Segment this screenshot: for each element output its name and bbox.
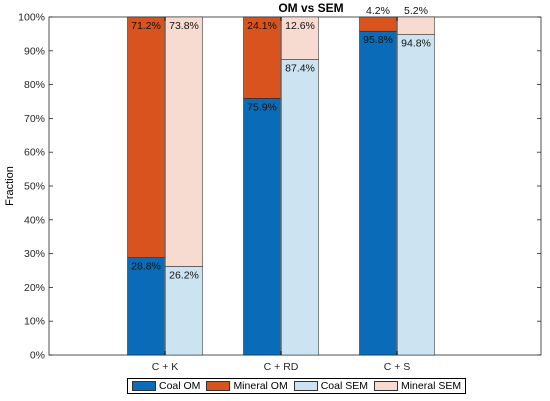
bar-coal-sem (397, 34, 435, 356)
data-label: 4.2% (366, 5, 390, 17)
bar-mineral-om (127, 16, 165, 258)
y-tick-label: 70% (24, 113, 45, 125)
legend-item-mineral-sem: Mineral SEM (373, 380, 462, 392)
y-tick-label: 60% (24, 147, 45, 159)
y-tick-label: 100% (18, 12, 45, 24)
data-label: 24.1% (247, 20, 277, 32)
y-tick-label: 50% (24, 181, 45, 193)
data-label: 5.2% (404, 5, 428, 17)
legend-swatch (206, 381, 231, 391)
x-tick-label: C + RD (264, 361, 299, 373)
legend-label: Mineral OM (233, 380, 288, 392)
legend-item-coal-om: Coal OM (132, 380, 200, 392)
data-label: 87.4% (285, 63, 315, 75)
legend-item-mineral-om: Mineral OM (206, 380, 288, 392)
y-axis-label: Fraction (4, 166, 16, 206)
legend-label: Coal SEM (320, 380, 368, 392)
data-label: 12.6% (285, 20, 315, 32)
y-tick-label: 40% (24, 214, 45, 226)
legend-label: Coal OM (159, 380, 201, 392)
y-tick-label: 10% (24, 316, 45, 328)
legend-swatch (132, 381, 156, 391)
chart-title: OM vs SEM (278, 1, 343, 15)
bar-mineral-sem (281, 16, 319, 60)
data-label: 94.8% (401, 38, 431, 50)
y-tick-label: 80% (24, 79, 45, 91)
data-label: 26.2% (169, 269, 199, 281)
legend-swatch (293, 381, 318, 391)
plot-area: 0% 10% 20% 30% 40% 50% 60% 70% 80% 90% 100% C + K C … (18, 5, 542, 373)
y-tick-label: 90% (24, 45, 45, 57)
bar-mineral-om (243, 16, 281, 99)
bar-coal-om (359, 30, 397, 356)
bar-mineral-sem (397, 16, 435, 35)
data-label: 95.8% (363, 34, 393, 46)
y-tick-label: 30% (24, 248, 45, 260)
y-tick-label: 20% (24, 282, 45, 294)
x-tick-label: C + S (384, 361, 411, 373)
data-label: 75.9% (247, 101, 277, 113)
bar-mineral-om (359, 16, 397, 32)
bar-mineral-sem (165, 16, 203, 267)
bar-coal-sem (281, 59, 319, 356)
bar-coal-sem (165, 266, 203, 356)
x-tick-label: C + K (152, 361, 179, 373)
bar-coal-om (127, 257, 165, 356)
y-tick-label: 0% (30, 350, 45, 362)
data-label: 28.8% (131, 261, 161, 273)
legend-swatch (373, 381, 398, 391)
legend-item-coal-sem: Coal SEM (293, 380, 368, 392)
legend: Coal OM Mineral OM Coal SEM Mineral SEM (127, 378, 467, 394)
data-label: 71.2% (131, 20, 161, 32)
legend-label: Mineral SEM (400, 380, 462, 392)
bar-coal-om (243, 98, 281, 356)
data-label: 73.8% (169, 20, 199, 32)
